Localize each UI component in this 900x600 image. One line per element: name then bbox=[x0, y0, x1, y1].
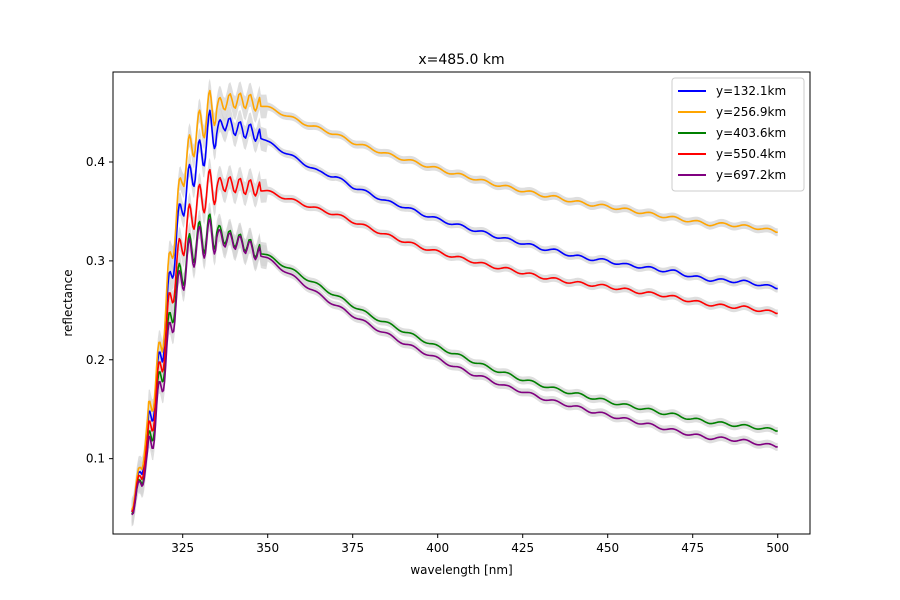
plot-frame bbox=[112, 71, 811, 535]
series-line-5 bbox=[131, 218, 778, 516]
legend-entry: y=132.1km bbox=[716, 84, 786, 98]
x-tick-label: 375 bbox=[341, 541, 364, 555]
x-tick-label: 425 bbox=[511, 541, 534, 555]
legend-entry: y=550.4km bbox=[716, 147, 786, 161]
y-axis-ticks: 0.1 0.2 0.3 0.4 bbox=[86, 155, 113, 466]
x-tick-label: 350 bbox=[256, 541, 279, 555]
x-tick-label: 325 bbox=[171, 541, 194, 555]
series-line-1 bbox=[130, 109, 778, 513]
legend-box bbox=[671, 77, 805, 192]
y-axis-label: reflectance bbox=[61, 269, 75, 336]
series-line-4 bbox=[131, 168, 778, 513]
legend-entry: y=697.2km bbox=[716, 168, 786, 182]
legend-entry: y=403.6km bbox=[716, 126, 786, 140]
y-tick-label: 0.2 bbox=[86, 353, 105, 367]
x-axis-label: wavelength [nm] bbox=[410, 563, 512, 577]
y-tick-label: 0.3 bbox=[86, 254, 105, 268]
series-line-2 bbox=[130, 89, 778, 511]
legend-entry: y=256.9km bbox=[716, 105, 786, 119]
x-axis-ticks: 325 350 375 400 425 450 475 500 bbox=[171, 534, 789, 555]
legend: y=132.1km y=256.9km y=403.6km y=550.4km y=69… bbox=[671, 77, 805, 192]
y-tick-label: 0.4 bbox=[86, 155, 105, 169]
uncertainty-band-3 bbox=[131, 202, 778, 526]
series-lines bbox=[130, 89, 778, 516]
chart-title: x=485.0 km bbox=[418, 52, 504, 68]
x-tick-label: 500 bbox=[766, 541, 789, 555]
uncertainty-band-4 bbox=[131, 157, 778, 524]
x-tick-label: 450 bbox=[596, 541, 619, 555]
y-tick-label: 0.1 bbox=[86, 452, 105, 466]
x-tick-label: 475 bbox=[681, 541, 704, 555]
x-tick-label: 400 bbox=[426, 541, 449, 555]
